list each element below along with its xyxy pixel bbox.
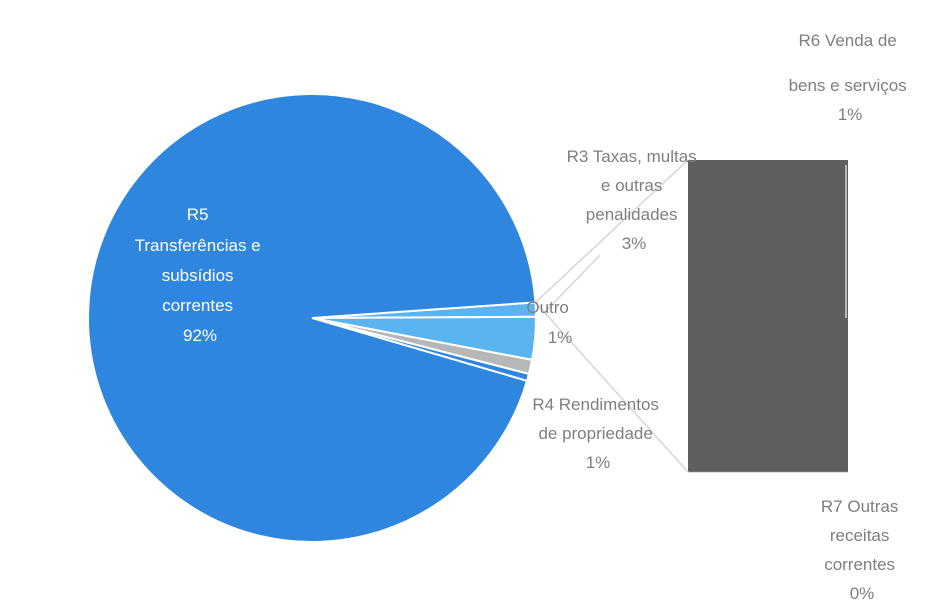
secondary-bar: [688, 160, 848, 473]
slice-label-r5: R5 Transferências e subsídios correntes …: [135, 205, 266, 345]
slice-label-r3: R3 Taxas, multas e outras penalidades 3%: [567, 147, 702, 253]
connector-line-top: [534, 159, 689, 303]
pie-slices: [87, 93, 538, 544]
connector-lines: [534, 159, 847, 473]
bar-segment-r6-venda-de-bens-e-servi-os: [688, 160, 848, 472]
slice-label-r4: R4 Rendimentos de propriedade 1%: [532, 395, 663, 472]
bar-segment-r7-outras-receitas-correntes: [688, 471, 848, 473]
bar-label-r7: R7 Outras receitas correntes 0%: [821, 497, 903, 603]
pie-slice-r5-transfer-ncias-e-subs-dios-correntes: [87, 93, 537, 544]
connector-line-bottom: [534, 301, 689, 473]
slice-label-outro: Outro 1%: [526, 298, 573, 347]
leader-line-r3: [544, 254, 601, 313]
bar-label-r6: R6 Venda de bens e serviços 1%: [789, 31, 912, 124]
